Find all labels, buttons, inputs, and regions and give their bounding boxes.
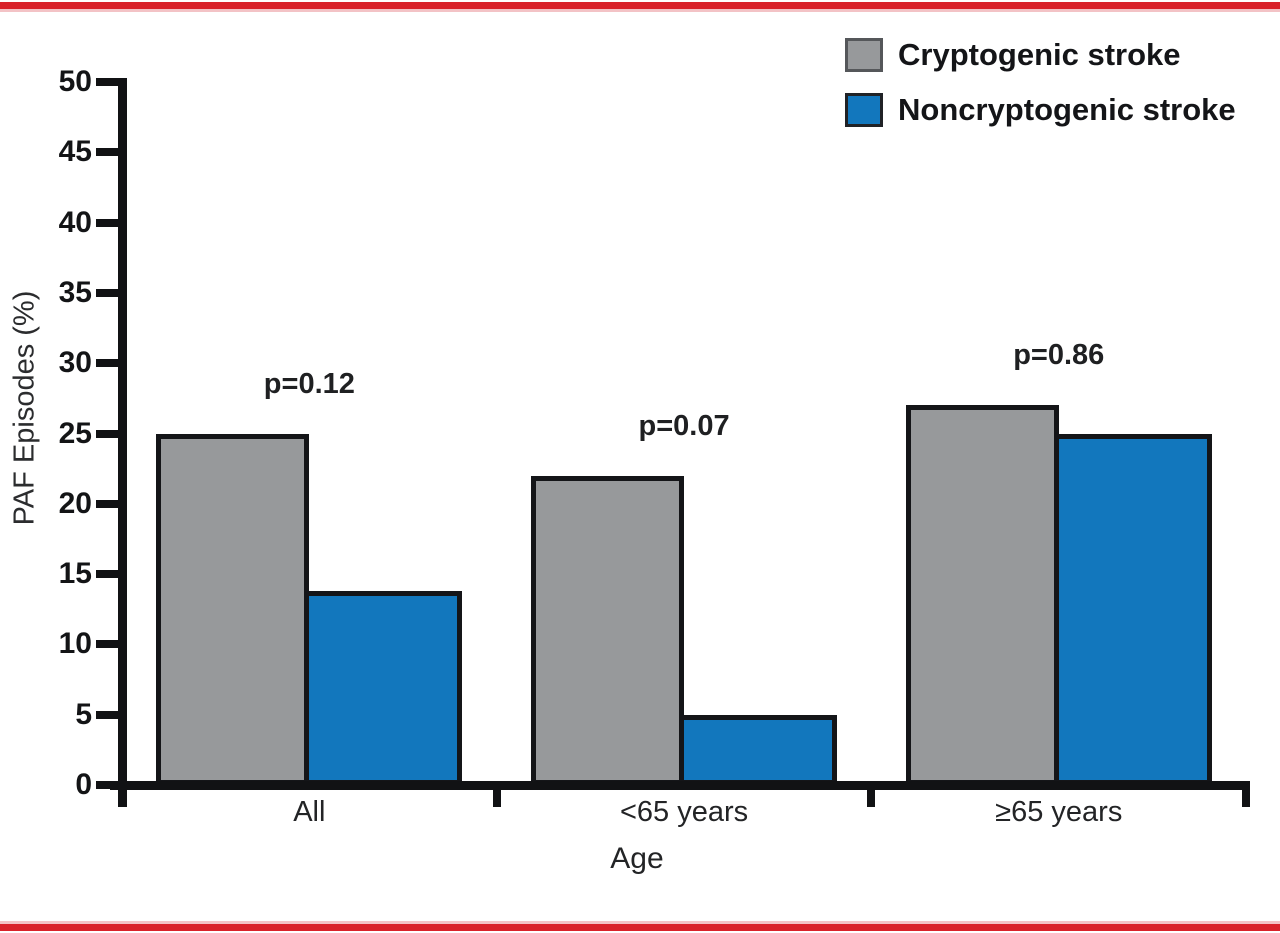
y-tick bbox=[96, 288, 123, 297]
bar-noncryptogenic-3 bbox=[1053, 433, 1212, 785]
x-category-label: All bbox=[293, 796, 326, 828]
y-tick-label: 40 bbox=[58, 205, 92, 239]
y-tick-label: 5 bbox=[75, 697, 92, 731]
bottom-red-rule bbox=[0, 924, 1280, 931]
legend-item-noncryptogenic: Noncryptogenic stroke bbox=[845, 93, 1236, 127]
y-tick-label: 50 bbox=[58, 65, 92, 98]
x-tick bbox=[867, 786, 876, 807]
legend-item-cryptogenic: Cryptogenic stroke bbox=[845, 38, 1236, 72]
y-tick bbox=[96, 499, 123, 508]
y-tick bbox=[96, 640, 123, 649]
x-category-label: <65 years bbox=[619, 796, 749, 828]
p-value-label: p=0.07 bbox=[638, 409, 730, 442]
y-tick bbox=[96, 570, 123, 579]
y-tick bbox=[96, 148, 123, 157]
y-tick bbox=[96, 218, 123, 227]
bar-noncryptogenic-1 bbox=[304, 590, 463, 785]
top-red-rule-shadow bbox=[0, 9, 1280, 12]
y-tick-label: 30 bbox=[58, 346, 92, 380]
x-tick bbox=[492, 786, 501, 807]
x-axis-line bbox=[110, 781, 1250, 790]
x-category-label: ≥65 years bbox=[995, 796, 1123, 828]
y-tick-label: 45 bbox=[58, 135, 92, 169]
legend-swatch-cryptogenic bbox=[845, 38, 883, 72]
y-tick-label: 20 bbox=[58, 486, 92, 520]
y-axis-line bbox=[118, 78, 127, 807]
x-axis-title: Age bbox=[610, 842, 664, 875]
y-tick-label: 0 bbox=[75, 768, 92, 801]
y-tick-label: 15 bbox=[58, 557, 92, 591]
bar-cryptogenic-2 bbox=[531, 475, 685, 785]
bar-noncryptogenic-2 bbox=[679, 714, 838, 785]
top-red-rule bbox=[0, 2, 1280, 9]
y-tick-label: 25 bbox=[58, 416, 92, 450]
bottom-red-rule-shadow bbox=[0, 921, 1280, 924]
x-tick bbox=[1242, 786, 1251, 807]
y-tick-label: 35 bbox=[58, 275, 92, 309]
legend-swatch-noncryptogenic bbox=[845, 93, 883, 127]
y-tick bbox=[96, 710, 123, 719]
p-value-label: p=0.86 bbox=[1013, 339, 1105, 372]
legend: Cryptogenic stroke Noncryptogenic stroke bbox=[845, 38, 1236, 127]
y-tick bbox=[96, 359, 123, 368]
y-tick-label: 10 bbox=[58, 627, 92, 661]
y-tick bbox=[96, 429, 123, 438]
legend-label: Cryptogenic stroke bbox=[898, 37, 1181, 72]
y-tick bbox=[96, 78, 123, 86]
x-tick bbox=[118, 786, 126, 807]
bar-cryptogenic-1 bbox=[156, 433, 310, 785]
y-tick bbox=[96, 781, 123, 789]
bar-cryptogenic-3 bbox=[905, 405, 1059, 785]
p-value-label: p=0.12 bbox=[263, 367, 355, 400]
legend-label: Noncryptogenic stroke bbox=[898, 92, 1236, 127]
